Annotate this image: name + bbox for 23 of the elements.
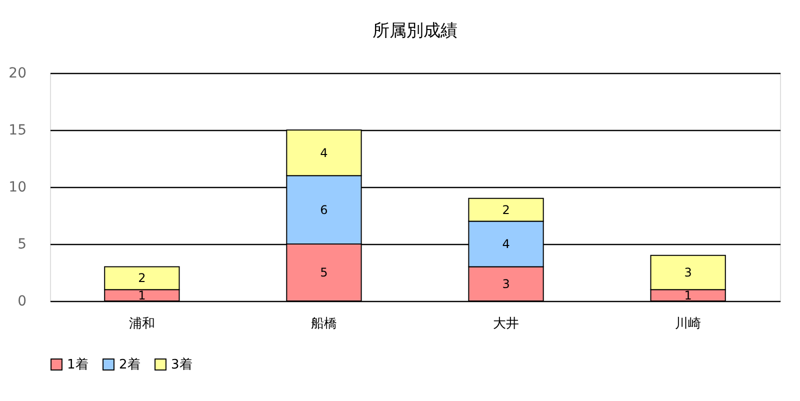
- data-label: 4: [502, 237, 510, 251]
- data-label: 1: [684, 288, 692, 302]
- data-label: 2: [502, 202, 510, 217]
- chart-title: 所属別成績: [372, 21, 458, 41]
- y-tick-label: 15: [8, 122, 26, 138]
- data-label: 2: [138, 271, 146, 286]
- y-tick-label: 5: [18, 236, 26, 252]
- legend-label: 3着: [171, 356, 192, 373]
- legend-label: 2着: [119, 356, 140, 373]
- data-label: 1: [138, 288, 146, 302]
- x-tick-label: 大井: [493, 316, 520, 332]
- data-label: 3: [684, 266, 692, 280]
- y-tick-label: 10: [8, 180, 26, 196]
- x-tick-label: 川崎: [675, 316, 702, 332]
- legend-label: 1着: [67, 356, 88, 373]
- data-label: 3: [502, 276, 510, 291]
- y-tick-label: 20: [8, 66, 26, 82]
- y-tick-label: 0: [18, 294, 26, 310]
- data-label: 5: [320, 266, 328, 280]
- data-label: 6: [320, 202, 328, 217]
- data-label: 4: [320, 146, 328, 160]
- x-tick-label: 船橋: [310, 316, 337, 332]
- x-tick-label: 浦和: [128, 316, 155, 332]
